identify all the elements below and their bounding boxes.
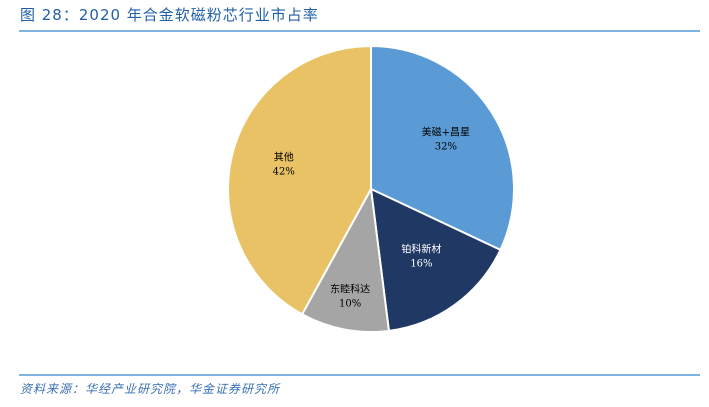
source-divider [19, 374, 700, 376]
slice-category-label: 东睦科达 [330, 283, 370, 296]
slice-category-label: 铂科新材 [401, 242, 441, 255]
slice-category-label: 美磁+昌星 [422, 125, 470, 138]
pie-slice [300, 185, 391, 333]
slice-category-label: 其他 [274, 151, 294, 164]
slice-value-label: 16% [410, 258, 432, 269]
source-note: 资料来源：华经产业研究院，华金证券研究所 [20, 382, 281, 396]
slice-value-label: 10% [339, 299, 361, 310]
slice-value-label: 42% [273, 167, 295, 178]
title-divider [19, 30, 700, 32]
chart-title: 图 28：2020 年合金软磁粉芯行业市占率 [20, 6, 319, 24]
slice-value-label: 32% [435, 141, 457, 152]
pie-slice [369, 187, 502, 332]
pie-slice [227, 44, 372, 316]
pie-slice [370, 44, 515, 252]
